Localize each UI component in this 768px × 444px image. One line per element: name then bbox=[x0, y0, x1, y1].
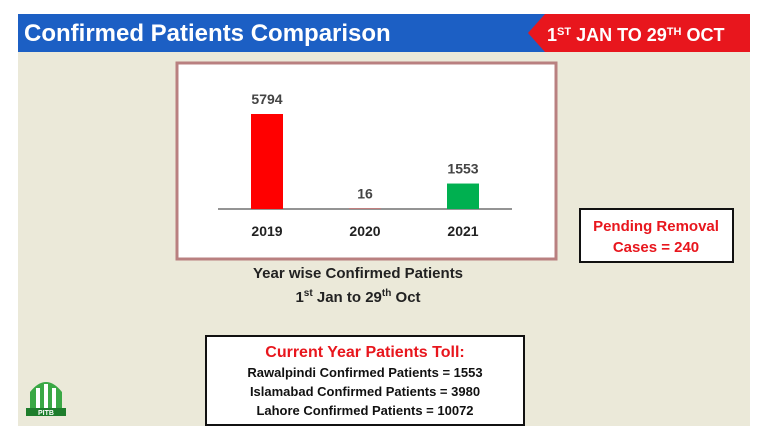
pending-text: Cases = 240 bbox=[613, 239, 699, 256]
toll-line: Islamabad Confirmed Patients = 3980 bbox=[250, 384, 480, 399]
pending-text: Pending Removal bbox=[593, 218, 719, 235]
x-tick-label: 2019 bbox=[251, 223, 282, 239]
value-label: 16 bbox=[357, 186, 373, 202]
text-part: Jan to 29 bbox=[313, 289, 382, 306]
superscript: th bbox=[382, 288, 391, 299]
superscript: ST bbox=[557, 26, 571, 38]
bar bbox=[447, 184, 479, 209]
value-label: 5794 bbox=[251, 91, 282, 107]
x-tick-label: 2021 bbox=[447, 223, 478, 239]
value-label: 1553 bbox=[447, 161, 478, 177]
header-title: Confirmed Patients Comparison bbox=[24, 20, 391, 47]
text-part: 1 bbox=[547, 25, 557, 45]
text-part: 1 bbox=[295, 289, 303, 306]
text-part: Oct bbox=[391, 289, 420, 306]
superscript: TH bbox=[667, 26, 682, 38]
bar bbox=[251, 114, 283, 209]
toll-line: Lahore Confirmed Patients = 10072 bbox=[256, 403, 473, 418]
text-part: OCT bbox=[681, 25, 724, 45]
text-part: JAN TO 29 bbox=[571, 25, 667, 45]
date-range: 1ST JAN TO 29TH OCT bbox=[547, 25, 724, 45]
toll-title: Current Year Patients Toll: bbox=[265, 344, 464, 361]
logo-label: PITB bbox=[38, 410, 54, 417]
toll-line: Rawalpindi Confirmed Patients = 1553 bbox=[247, 365, 482, 380]
caption-line: Year wise Confirmed Patients bbox=[253, 265, 463, 282]
caption-dates: 1st Jan to 29th Oct bbox=[295, 288, 420, 306]
x-tick-label: 2020 bbox=[349, 223, 380, 239]
